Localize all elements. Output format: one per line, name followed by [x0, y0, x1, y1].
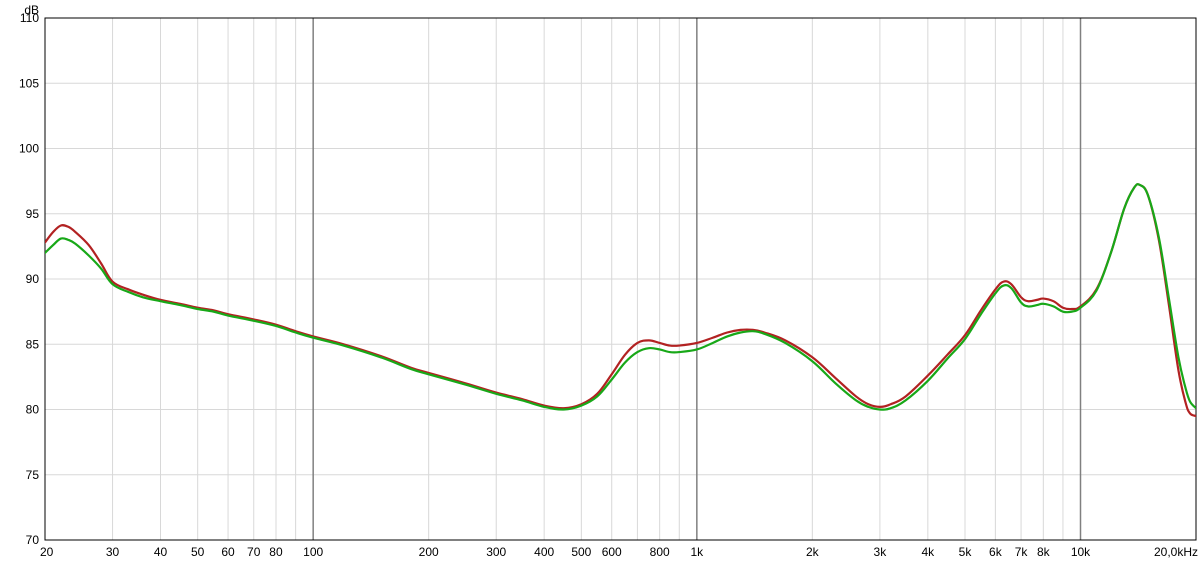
x-tick-label: 20,0kHz	[1154, 545, 1198, 559]
y-tick-label: 75	[26, 468, 40, 482]
y-tick-label: 80	[26, 403, 40, 417]
x-tick-label: 100	[303, 545, 323, 559]
x-tick-label: 200	[419, 545, 439, 559]
y-tick-label: 70	[26, 533, 40, 547]
x-tick-label: 50	[191, 545, 205, 559]
frequency-response-chart: 7075808590951001051102030405060708010020…	[0, 0, 1200, 568]
y-tick-label: 105	[19, 76, 39, 90]
y-tick-label: 85	[26, 337, 40, 351]
y-tick-label: 100	[19, 142, 39, 156]
x-tick-label: 2k	[806, 545, 820, 559]
x-tick-label: 600	[602, 545, 622, 559]
y-tick-label: 90	[26, 272, 40, 286]
x-tick-label: 1k	[690, 545, 704, 559]
x-tick-label: 6k	[989, 545, 1003, 559]
x-tick-label: 800	[650, 545, 670, 559]
y-axis-label: dB	[24, 3, 39, 17]
x-tick-label: 20	[40, 545, 54, 559]
x-tick-label: 7k	[1015, 545, 1029, 559]
x-tick-label: 10k	[1071, 545, 1091, 559]
x-tick-label: 8k	[1037, 545, 1051, 559]
x-tick-label: 400	[534, 545, 554, 559]
x-tick-label: 80	[269, 545, 283, 559]
x-tick-label: 70	[247, 545, 261, 559]
x-tick-label: 40	[154, 545, 168, 559]
x-tick-label: 30	[106, 545, 120, 559]
x-tick-label: 4k	[921, 545, 935, 559]
x-tick-label: 500	[571, 545, 591, 559]
x-tick-label: 300	[486, 545, 506, 559]
x-tick-label: 5k	[959, 545, 973, 559]
x-tick-label: 60	[221, 545, 235, 559]
y-tick-label: 95	[26, 207, 40, 221]
x-tick-label: 3k	[874, 545, 888, 559]
